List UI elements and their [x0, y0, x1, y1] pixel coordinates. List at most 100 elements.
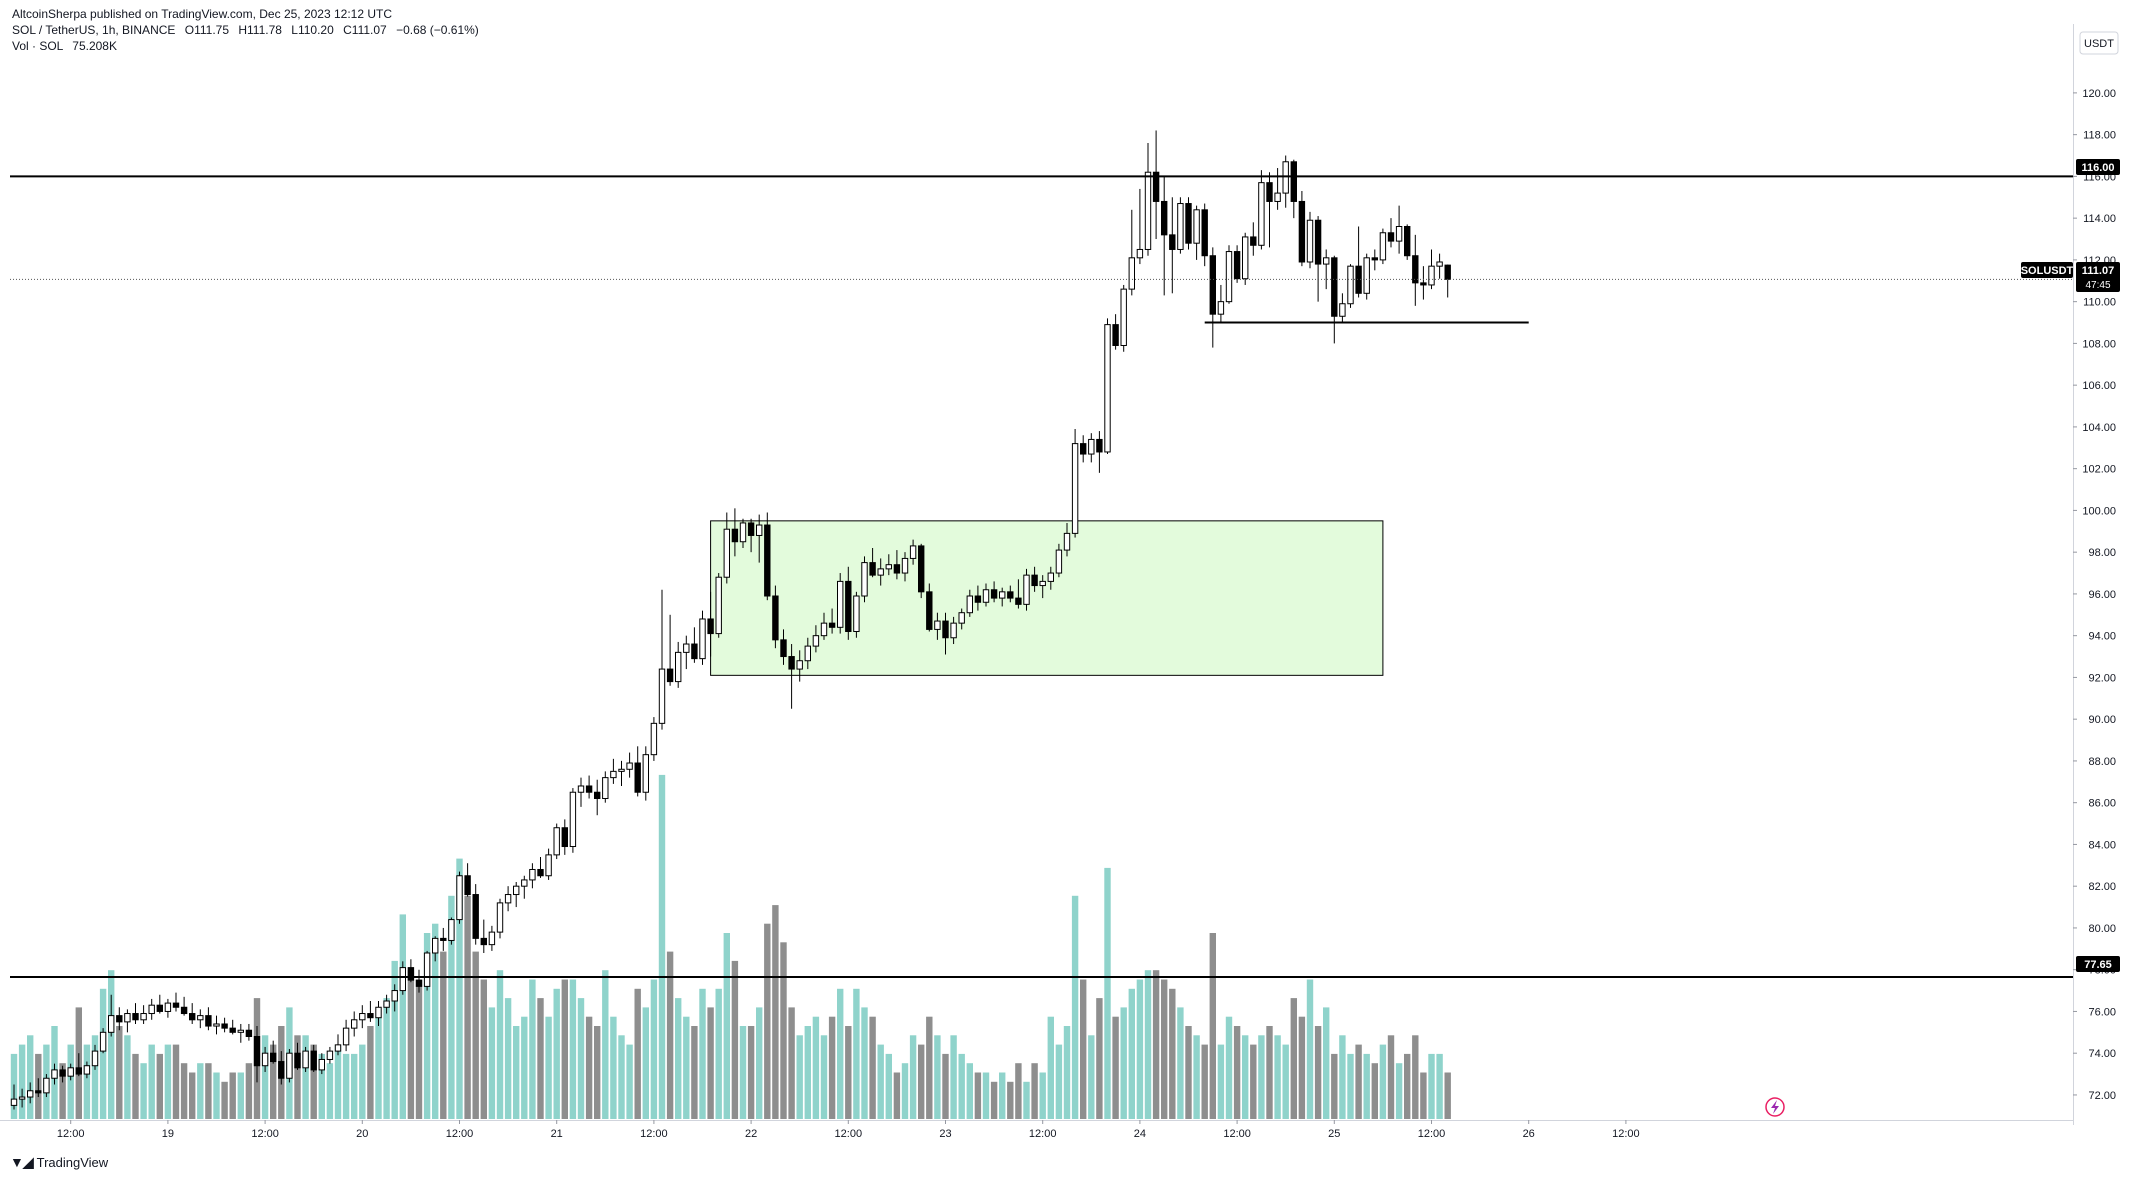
volume-bar	[1136, 979, 1144, 1119]
price-tick-label: 72.00	[2088, 1090, 2116, 1102]
volume-bar	[488, 1007, 496, 1119]
volume-label[interactable]: Vol · SOL	[12, 39, 63, 53]
candle-bull	[1055, 549, 1063, 574]
volume-bar	[440, 951, 447, 1119]
volume-bar	[634, 988, 641, 1119]
candle-bull	[553, 827, 560, 856]
volume-bar	[958, 1053, 965, 1119]
volume-value: 75.208K	[72, 39, 117, 53]
volume-bar	[1242, 1035, 1249, 1119]
candle-bear	[1112, 324, 1119, 346]
candle-bull	[43, 1077, 50, 1094]
candle-bear	[180, 1006, 188, 1015]
candle-bull	[18, 1096, 26, 1100]
candle-bull	[626, 762, 633, 770]
volume-bar	[1379, 1044, 1387, 1119]
volume-bar	[399, 914, 406, 1119]
volume-bar	[359, 1044, 366, 1119]
ohlc-change: −0.68 (−0.61%)	[396, 23, 479, 37]
axes: USDT	[0, 24, 2119, 1125]
candle-bull	[488, 931, 496, 946]
bolt-icon[interactable]	[1765, 1097, 1785, 1117]
volume-bar	[375, 1016, 382, 1119]
candle-bear	[1007, 591, 1014, 599]
currency-badge[interactable]	[2079, 31, 2119, 55]
time-tick-label: 12:00	[251, 1128, 279, 1140]
volume-bar	[756, 1007, 763, 1119]
volume-bar	[869, 1016, 876, 1119]
candle-bear	[156, 1004, 164, 1012]
volume-bar	[270, 1044, 277, 1119]
volume-bar	[739, 1026, 747, 1119]
candle-bull	[804, 645, 811, 662]
candle-bull	[1436, 261, 1443, 267]
volume-bar	[213, 1072, 220, 1119]
candle-bull	[966, 595, 973, 614]
volume-bar	[513, 1026, 520, 1119]
candle-bear	[59, 1069, 66, 1077]
candle-bull	[1379, 232, 1387, 261]
candle-bull	[1225, 251, 1233, 303]
volume-bar	[764, 923, 771, 1119]
volume-bar	[974, 1072, 982, 1119]
volume-bar	[707, 1007, 714, 1119]
time-tick-label: 12:00	[1029, 1128, 1057, 1140]
volume-bar	[205, 1063, 212, 1119]
volume-bar	[1282, 1044, 1289, 1119]
candle-bull	[1258, 182, 1265, 246]
candle-bear	[472, 894, 479, 939]
volume-bar	[383, 998, 390, 1119]
price-tick-label: 94.00	[2088, 631, 2116, 643]
volume-bar	[18, 1044, 26, 1119]
volume-bar	[926, 1016, 933, 1119]
time-tick-label: 12:00	[1612, 1128, 1640, 1140]
candle-bull	[739, 522, 747, 543]
candle-bull	[51, 1069, 58, 1079]
last-price-tag-bg	[2076, 262, 2120, 292]
candle-bear	[367, 1013, 374, 1019]
price-tick-label: 100.00	[2082, 505, 2116, 517]
candle-bull	[658, 668, 666, 724]
volume-bar	[950, 1035, 957, 1119]
candle-bull	[877, 568, 884, 576]
volume-bars	[10, 774, 1451, 1119]
volume-bar	[318, 1053, 325, 1119]
candle-bear	[1152, 171, 1160, 202]
volume-bar	[918, 1044, 925, 1119]
candle-bull	[1274, 192, 1281, 202]
volume-bar	[999, 1072, 1006, 1119]
horizontal-levels	[10, 175, 2073, 978]
candle-bull	[1023, 574, 1030, 605]
price-tick-label: 74.00	[2088, 1048, 2116, 1060]
volume-bar	[1063, 1026, 1071, 1119]
volume-bar	[1120, 1007, 1127, 1119]
candle-bull	[861, 562, 868, 597]
volume-bar	[432, 923, 439, 1119]
candles	[10, 130, 1451, 1110]
volume-bar	[1395, 1063, 1403, 1119]
candle-bull	[496, 902, 504, 933]
volume-bar	[448, 895, 455, 1119]
candle-bear	[464, 875, 471, 896]
ohlc-close: C111.07	[343, 23, 387, 37]
candle-bull	[1144, 171, 1152, 250]
volume-bar	[1258, 1035, 1265, 1119]
candle-bull	[950, 622, 957, 639]
volume-bar	[1071, 895, 1079, 1119]
price-tick-label: 108.00	[2082, 338, 2116, 350]
candle-bull	[820, 622, 828, 637]
candle-bear	[1331, 257, 1338, 317]
volume-bar	[1217, 1044, 1225, 1119]
candle-bear	[1015, 597, 1022, 605]
volume-bar	[1104, 867, 1111, 1119]
volume-bar	[464, 895, 471, 1119]
volume-bar	[229, 1072, 236, 1119]
volume-bar	[294, 1035, 301, 1119]
candle-bull	[108, 1015, 115, 1033]
volume-bar	[1096, 998, 1103, 1119]
tradingview-brand[interactable]: ▼◢ TradingView	[10, 1154, 108, 1171]
symbol-label[interactable]: SOL / TetherUS, 1h, BINANCE	[12, 23, 176, 37]
candle-bear	[415, 979, 423, 987]
candle-bull	[837, 580, 844, 628]
